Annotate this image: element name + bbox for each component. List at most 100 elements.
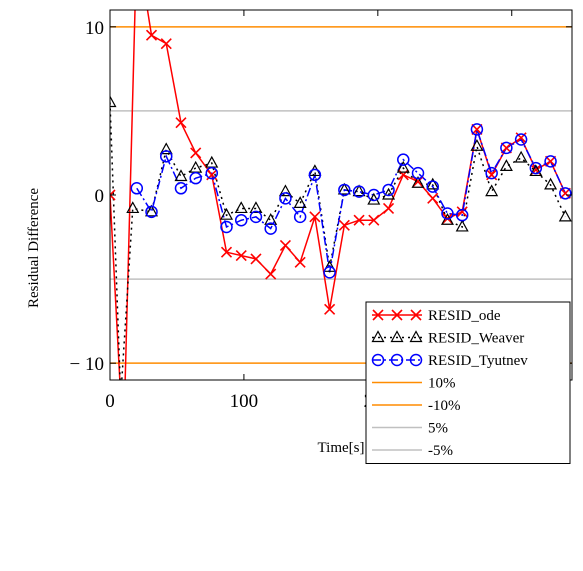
x-marker xyxy=(118,442,128,452)
legend-item: 5% xyxy=(372,421,448,437)
x-marker xyxy=(279,239,291,252)
triangle-marker xyxy=(249,201,263,214)
circle-marker xyxy=(441,207,454,220)
triangle-marker xyxy=(396,160,410,173)
triangle-marker xyxy=(189,160,203,173)
triangle-marker xyxy=(323,260,337,272)
x-marker xyxy=(397,169,409,181)
x-marker xyxy=(324,303,336,315)
legend-item: RESID_Tyutnev xyxy=(371,353,528,369)
triangle-marker xyxy=(426,177,440,190)
circle-marker xyxy=(382,183,395,197)
x-marker xyxy=(235,249,247,262)
circle-marker xyxy=(470,123,484,136)
x-marker xyxy=(545,155,557,167)
circle-marker xyxy=(411,166,425,180)
legend-item: RESID_ode xyxy=(372,308,501,324)
triangle-marker xyxy=(337,182,351,195)
x-tick-label: 0 xyxy=(105,391,115,412)
circle-marker xyxy=(174,182,188,195)
circle-marker xyxy=(529,161,543,175)
circle-marker xyxy=(426,180,439,193)
triangle-marker xyxy=(558,209,572,222)
legend-item: RESID_Weaver xyxy=(371,330,524,347)
x-marker xyxy=(372,309,384,321)
series-line xyxy=(136,129,566,273)
triangle-marker xyxy=(174,169,188,182)
x-marker xyxy=(500,142,512,154)
x-tick-label: 100 xyxy=(230,391,259,412)
triangle-marker xyxy=(499,159,513,172)
triangle-marker xyxy=(529,164,543,177)
y-tick-label: 0 xyxy=(95,186,105,207)
x-marker xyxy=(391,309,403,321)
triangle-marker xyxy=(110,95,117,108)
circle-marker xyxy=(559,187,572,200)
x-marker xyxy=(368,214,380,226)
legend-label: RESID_ode xyxy=(428,308,501,324)
x-marker xyxy=(190,147,202,159)
x-marker xyxy=(145,29,158,41)
circle-marker xyxy=(159,150,173,163)
circle-marker xyxy=(189,171,202,185)
x-marker xyxy=(410,309,422,321)
legend-label: 10% xyxy=(428,376,456,392)
circle-marker xyxy=(485,166,498,180)
triangle-marker xyxy=(144,204,159,217)
circle-marker xyxy=(145,205,158,219)
legend-item: -10% xyxy=(372,398,461,414)
triangle-marker xyxy=(126,201,140,214)
x-axis-label: Time[s] xyxy=(318,440,365,456)
circle-marker xyxy=(264,222,277,235)
x-marker xyxy=(471,123,483,135)
y-tick-label: − 10 xyxy=(70,354,104,375)
x-marker xyxy=(309,211,321,223)
circle-marker xyxy=(409,353,423,367)
x-marker xyxy=(220,246,233,258)
circle-marker xyxy=(279,192,292,205)
x-marker xyxy=(382,202,395,215)
circle-marker xyxy=(544,155,557,168)
circle-marker xyxy=(371,353,385,367)
series-markers xyxy=(110,29,572,452)
circle-marker xyxy=(130,182,144,195)
x-marker xyxy=(456,206,468,218)
circle-marker xyxy=(205,166,219,180)
triangle-marker xyxy=(440,212,454,225)
circle-marker xyxy=(249,210,263,224)
x-marker xyxy=(160,38,172,50)
circle-marker xyxy=(308,168,322,182)
triangle-marker xyxy=(411,175,425,188)
circle-marker xyxy=(220,220,233,234)
circle-marker xyxy=(352,185,366,198)
x-marker xyxy=(427,192,439,204)
x-marker xyxy=(250,253,262,265)
x-marker xyxy=(175,117,187,129)
x-marker xyxy=(559,187,571,199)
legend-label: RESID_Weaver xyxy=(428,331,524,347)
legend-label: -5% xyxy=(428,443,453,459)
y-tick-label: 10 xyxy=(85,18,104,39)
legend-label: -10% xyxy=(428,398,461,414)
circle-marker xyxy=(397,153,410,166)
legend-label: RESID_Tyutnev xyxy=(428,353,528,369)
x-marker xyxy=(265,268,277,280)
triangle-marker xyxy=(264,212,278,225)
legend-item: -5% xyxy=(372,443,453,459)
triangle-marker xyxy=(115,391,126,401)
x-marker xyxy=(110,189,116,201)
triangle-marker xyxy=(514,150,528,163)
triangle-marker xyxy=(278,184,292,197)
x-marker xyxy=(353,214,365,226)
circle-marker xyxy=(234,213,248,227)
circle-marker xyxy=(338,183,351,197)
triangle-marker xyxy=(371,330,385,343)
triangle-marker xyxy=(470,138,484,151)
circle-marker xyxy=(500,141,513,155)
circle-marker xyxy=(514,133,528,146)
x-marker xyxy=(294,256,306,268)
triangle-marker xyxy=(219,207,234,220)
circle-marker xyxy=(323,266,336,279)
series-lines xyxy=(110,10,566,380)
